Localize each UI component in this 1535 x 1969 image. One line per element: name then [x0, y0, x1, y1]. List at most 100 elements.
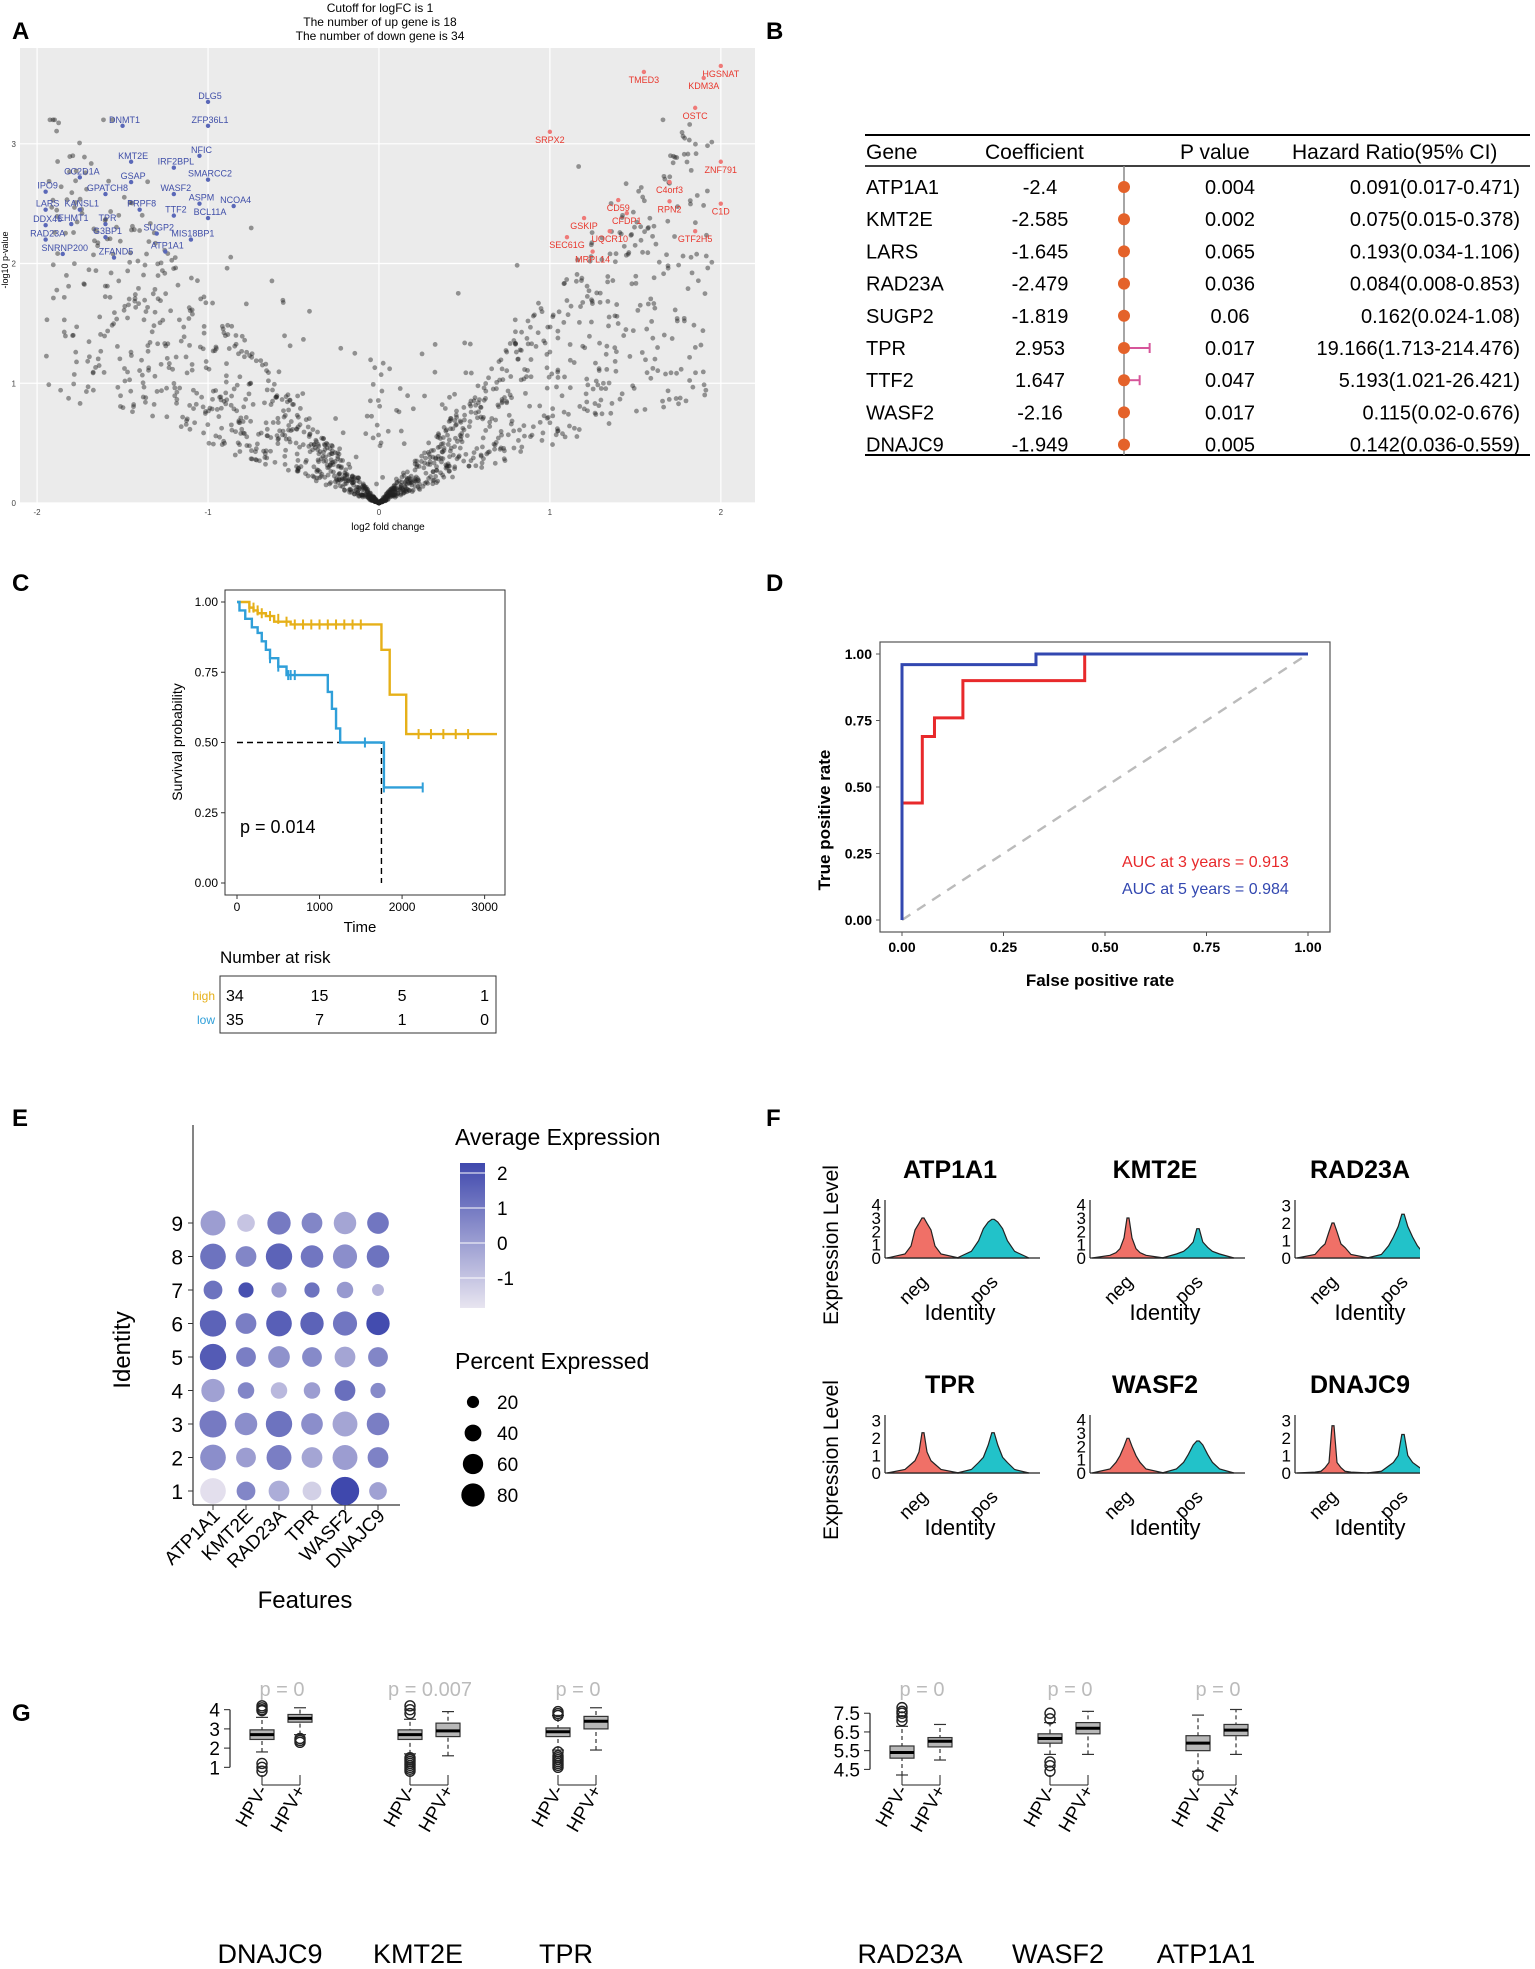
- volcano-point: [369, 498, 374, 503]
- volcano-point: [378, 498, 384, 504]
- dot-point: [200, 1444, 226, 1471]
- volcano-point: [294, 412, 300, 418]
- volcano-point: [351, 488, 357, 494]
- box-outlier: [552, 1709, 564, 1722]
- volcano-point: [411, 478, 417, 483]
- volcano-point: [581, 406, 587, 412]
- volcano-down-point: [171, 213, 177, 218]
- dot-point: [300, 1245, 324, 1268]
- violin-pos: [1366, 1213, 1420, 1259]
- volcano-point: [382, 494, 388, 500]
- dot-point: [268, 1480, 290, 1502]
- volcano-point: [394, 493, 399, 499]
- forest-header-pvalue: P value: [1180, 141, 1250, 164]
- violin-y-tick: 1: [1077, 1236, 1086, 1255]
- volcano-point: [499, 400, 505, 406]
- volcano-point: [221, 330, 227, 336]
- volcano-point: [189, 311, 195, 317]
- volcano-point: [388, 492, 394, 498]
- volcano-point: [662, 176, 668, 182]
- violin-y-tick: 4: [1077, 1196, 1086, 1215]
- violin-x-label: Identity: [1335, 1300, 1406, 1325]
- violin-title: TPR: [925, 1371, 975, 1399]
- volcano-up-point: [624, 211, 630, 216]
- volcano-point: [606, 380, 612, 386]
- volcano-point: [352, 474, 357, 480]
- volcano-point: [282, 412, 288, 418]
- volcano-point: [187, 342, 192, 348]
- volcano-point: [574, 434, 580, 439]
- volcano-point: [490, 386, 496, 392]
- volcano-point: [597, 299, 603, 305]
- volcano-point: [228, 402, 234, 408]
- volcano-point: [237, 449, 243, 454]
- violin-title: ATP1A1: [903, 1156, 997, 1184]
- volcano-point: [375, 398, 381, 403]
- volcano-point: [538, 306, 544, 311]
- volcano-point: [448, 416, 454, 421]
- volcano-point: [363, 431, 369, 437]
- volcano-point: [217, 394, 223, 400]
- risk-value: 15: [311, 988, 329, 1005]
- violin-y-tick: 3: [872, 1209, 881, 1228]
- box-gene-label: ATP1A1: [1157, 1939, 1256, 1969]
- volcano-point: [143, 399, 148, 405]
- volcano-point: [660, 117, 666, 123]
- volcano-point: [371, 495, 376, 500]
- volcano-point: [388, 486, 394, 492]
- box-pvalue: p = 0.007: [388, 1680, 472, 1701]
- volcano-point: [285, 392, 291, 398]
- volcano-point: [339, 464, 344, 470]
- volcano-point: [77, 401, 83, 406]
- volcano-point: [50, 117, 56, 123]
- violin-y-label-top: Expression Level: [820, 1165, 843, 1325]
- dot-identity-tick: 8: [171, 1247, 183, 1270]
- volcano-point: [307, 308, 312, 314]
- volcano-point: [681, 315, 687, 321]
- volcano-point: [127, 200, 133, 206]
- volcano-up-label: TMED3: [629, 75, 660, 85]
- volcano-point: [372, 365, 378, 371]
- volcano-point: [467, 401, 473, 407]
- volcano-point: [452, 466, 458, 472]
- volcano-point: [419, 459, 424, 464]
- volcano-point: [397, 487, 403, 492]
- volcano-point: [375, 499, 380, 505]
- volcano-point: [453, 412, 459, 418]
- volcano-point: [392, 494, 398, 500]
- volcano-point: [376, 500, 382, 506]
- volcano-point: [308, 442, 314, 447]
- volcano-point: [397, 386, 403, 391]
- volcano-point: [257, 458, 262, 464]
- volcano-point: [378, 499, 384, 504]
- volcano-point: [377, 500, 383, 505]
- volcano-point: [384, 495, 390, 501]
- volcano-point: [350, 479, 356, 485]
- panel-label-g: G: [12, 1700, 31, 1727]
- volcano-point: [446, 463, 451, 469]
- volcano-point: [332, 458, 338, 464]
- volcano-point: [537, 419, 543, 425]
- volcano-point: [359, 492, 365, 498]
- volcano-point: [441, 445, 447, 451]
- volcano-point: [85, 384, 91, 390]
- forest-hazard-ratio: 0.084(0.008-0.853): [1350, 274, 1520, 296]
- volcano-point: [383, 494, 389, 500]
- volcano-point: [344, 473, 350, 479]
- volcano-x-tick: 0: [377, 508, 382, 517]
- forest-header-hazard-ratio: Hazard Ratio(95% CI): [1292, 141, 1497, 164]
- volcano-point: [584, 283, 590, 289]
- volcano-point: [656, 259, 662, 265]
- volcano-point: [56, 120, 62, 126]
- box-group-axis-1: 4.55.56.57.5: [834, 1704, 871, 1781]
- volcano-point: [306, 434, 312, 439]
- volcano-point: [450, 474, 455, 480]
- volcano-point: [58, 184, 64, 190]
- volcano-point: [147, 221, 153, 226]
- volcano-point: [335, 480, 341, 485]
- volcano-down-label: GPATCH8: [87, 183, 128, 193]
- volcano-point: [298, 464, 304, 469]
- volcano-down-label: TPR: [98, 213, 117, 223]
- volcano-point: [212, 348, 218, 354]
